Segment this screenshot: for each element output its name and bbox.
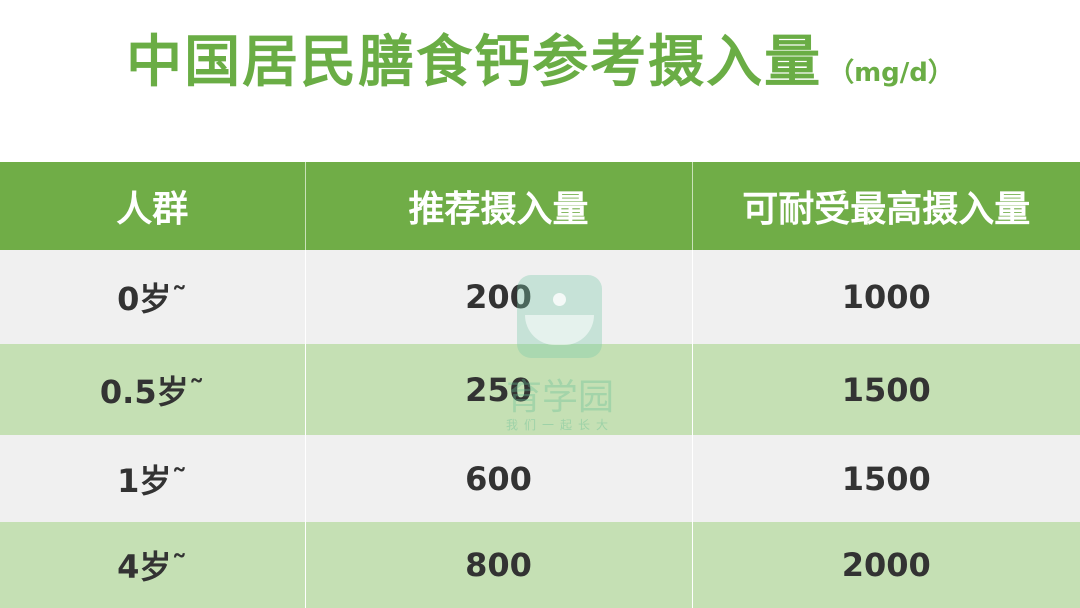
watermark-slogan: 我们一起长大 [505, 418, 614, 432]
watermark-name: 育学园 [505, 377, 614, 418]
header-recommended: 推荐摄入量 [305, 162, 693, 250]
cell-upper-limit: 1000 [692, 250, 1080, 344]
cell-recommended: 250 [305, 344, 693, 435]
cell-population: 1岁˜ [0, 435, 306, 522]
title-text: 中国居民膳食钙参考摄入量 [126, 30, 823, 95]
table-row: 4岁˜ 800 2000 [0, 522, 1080, 608]
cell-upper-limit: 2000 [692, 522, 1080, 608]
table-row: 0.5岁˜ 250 1500 [0, 344, 1080, 435]
cell-recommended: 800 [305, 522, 693, 608]
cell-population: 4岁˜ [0, 522, 306, 608]
table-row: 1岁˜ 600 1500 [0, 435, 1080, 522]
cell-population: 0.5岁˜ [0, 344, 306, 435]
table-header-row: 人群 推荐摄入量 可耐受最高摄入量 [0, 162, 1080, 250]
cell-upper-limit: 1500 [692, 435, 1080, 522]
header-upper-limit: 可耐受最高摄入量 [692, 162, 1080, 250]
cell-recommended: 600 [305, 435, 693, 522]
cell-recommended: 200 [305, 250, 693, 344]
title-unit: （mg/d） [828, 58, 954, 88]
table-row: 0岁˜ 200 1000 [0, 250, 1080, 344]
cell-population: 0岁˜ [0, 250, 306, 344]
watermark-dot [553, 293, 566, 306]
calcium-intake-table: 人群 推荐摄入量 可耐受最高摄入量 0岁˜ 200 1000 0.5岁˜ 250… [0, 162, 1080, 608]
watermark-hill [525, 315, 594, 345]
cell-upper-limit: 1500 [692, 344, 1080, 435]
page-title: 中国居民膳食钙参考摄入量 （mg/d） [0, 28, 1080, 108]
header-population: 人群 [0, 162, 306, 250]
watermark-logo-icon [517, 275, 602, 358]
